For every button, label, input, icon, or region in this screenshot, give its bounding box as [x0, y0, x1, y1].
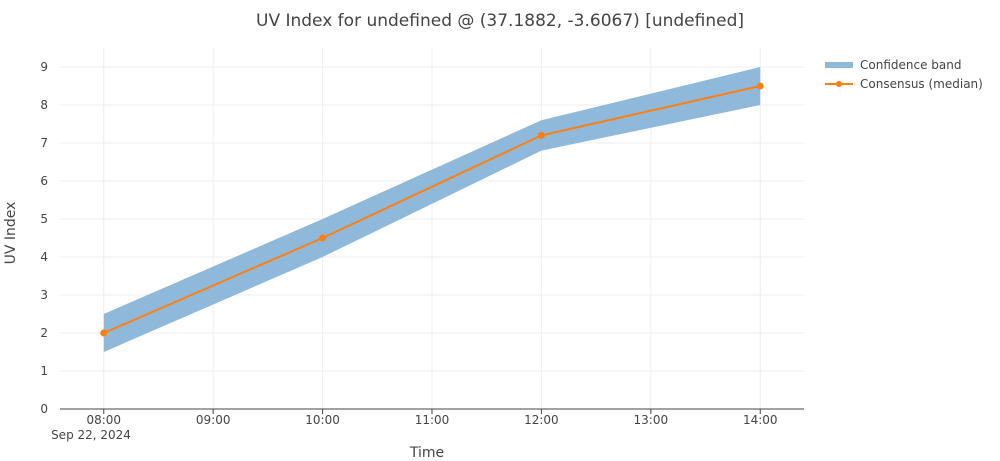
x-tick-labels: 08:00 09:00 10:00 11:00 12:00 13:00 14:00	[86, 409, 778, 427]
y-tick-label: 4	[40, 250, 48, 264]
legend: Confidence band Consensus (median)	[825, 58, 983, 91]
confidence-band-area	[103, 67, 761, 352]
y-tick-label: 3	[40, 288, 48, 302]
x-tick-label: 08:00	[86, 413, 121, 427]
legend-label-band: Confidence band	[860, 58, 961, 72]
y-tick-label: 9	[40, 60, 48, 74]
consensus-point[interactable]	[319, 234, 327, 242]
consensus-line-layer	[100, 82, 764, 337]
y-tick-label: 8	[40, 98, 48, 112]
y-tick-label: 6	[40, 174, 48, 188]
y-tick-label: 5	[40, 212, 48, 226]
consensus-point[interactable]	[537, 131, 545, 139]
legend-item-confidence-band[interactable]: Confidence band	[825, 58, 961, 72]
x-tick-label: 09:00	[196, 413, 231, 427]
consensus-line	[103, 85, 761, 334]
x-tick-label: 10:00	[305, 413, 340, 427]
y-tick-label: 2	[40, 326, 48, 340]
y-tick-labels: 0 1 2 3 4 5 6 7 8 9	[40, 60, 48, 416]
legend-item-consensus[interactable]: Consensus (median)	[825, 77, 983, 91]
legend-marker-consensus	[836, 81, 842, 87]
legend-label-consensus: Consensus (median)	[860, 77, 983, 91]
chart-title: UV Index for undefined @ (37.1882, -3.60…	[256, 11, 744, 31]
confidence-band-layer	[103, 67, 761, 352]
x-date-label: Sep 22, 2024	[51, 428, 131, 442]
consensus-point[interactable]	[100, 329, 108, 337]
x-axis-title: Time	[409, 445, 444, 461]
x-tick-label: 11:00	[415, 413, 450, 427]
y-tick-label: 1	[40, 364, 48, 378]
x-tick-label: 14:00	[743, 413, 778, 427]
y-axis-title: UV Index	[3, 202, 19, 265]
x-tick-label: 12:00	[524, 413, 559, 427]
y-tick-label: 7	[40, 136, 48, 150]
x-tick-label: 13:00	[634, 413, 669, 427]
y-tick-label: 0	[40, 402, 48, 416]
consensus-point[interactable]	[756, 82, 764, 90]
